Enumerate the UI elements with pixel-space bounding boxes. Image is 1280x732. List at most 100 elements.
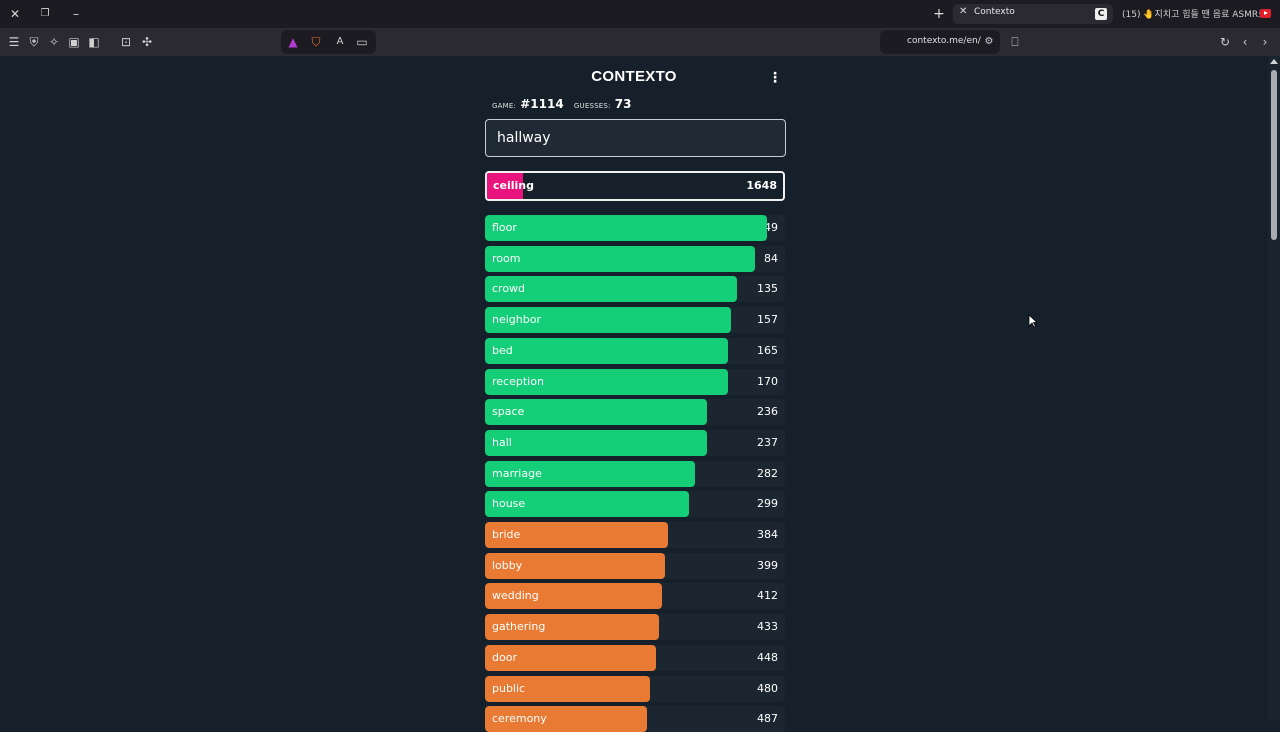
bookmark-icon[interactable]: ⎕ <box>1011 35 1019 49</box>
more-menu-icon[interactable]: ⋮ <box>768 70 782 86</box>
guess-word: gathering <box>492 620 546 634</box>
tabs-icon[interactable]: ▣ <box>68 35 80 49</box>
guess-rank: 157 <box>757 313 778 327</box>
guess-word: bed <box>492 343 513 357</box>
guess-row: 433 gathering <box>485 614 785 641</box>
new-tab-button[interactable]: + <box>933 6 945 22</box>
guess-word: neighbor <box>492 313 541 327</box>
close-tab-icon[interactable]: ✕ <box>959 6 968 17</box>
guess-row: 480 public <box>485 675 785 702</box>
guess-fill-bar <box>485 429 707 456</box>
guess-fill-bar <box>485 215 767 241</box>
guess-row: 448 door <box>485 644 785 671</box>
cast-icon[interactable]: ▭ <box>356 35 368 49</box>
tab-youtube[interactable]: (15) 🤚지치고 힘들 땐 음료 ASMR로 <box>1122 10 1267 20</box>
guess-fill-bar <box>485 675 650 702</box>
guess-rank: 299 <box>757 497 778 511</box>
guess-row: 237 hall <box>485 429 785 456</box>
guess-word: floor <box>492 221 517 234</box>
guess-row: 157 neighbor <box>485 307 785 334</box>
guess-fill-bar <box>485 583 662 610</box>
site-settings-icon[interactable]: ⚙ <box>984 36 994 47</box>
guess-fill-bar <box>485 491 689 518</box>
guess-word: hall <box>492 435 512 449</box>
sidebar-icon[interactable]: ◧ <box>88 35 100 49</box>
scroll-up-icon[interactable] <box>1270 59 1278 64</box>
guess-fill-bar <box>485 614 659 641</box>
current-guess-word: ceiling <box>493 179 534 192</box>
address-bar[interactable] <box>880 30 1000 54</box>
game-title: CONTEXTO <box>591 68 677 85</box>
guess-word: wedding <box>492 589 539 603</box>
guess-rank: 135 <box>757 282 778 296</box>
pin-icon[interactable]: ✧ <box>48 35 60 49</box>
guesses-label: GUESSES: <box>573 102 611 110</box>
guess-row: 135 crowd <box>485 276 785 303</box>
translate-icon[interactable]: A <box>336 36 344 47</box>
guess-row: 165 bed <box>485 337 785 364</box>
guess-rank: 433 <box>757 620 778 634</box>
screenshot-icon[interactable]: ⊡ <box>120 35 132 49</box>
game-info: GAME: #1114 GUESSES: 73 <box>492 97 637 111</box>
back-icon[interactable]: ‹ <box>1242 35 1248 49</box>
reload-icon[interactable]: ↻ <box>1219 35 1231 49</box>
scrollbar[interactable] <box>1268 56 1280 720</box>
guess-rank: 412 <box>757 589 778 603</box>
mouse-cursor-icon <box>1028 314 1038 328</box>
current-guess-fill <box>487 173 523 199</box>
guess-word: ceremony <box>492 712 547 726</box>
guess-row: 487 ceremony <box>485 706 785 732</box>
guess-rank: 84 <box>764 251 778 265</box>
guess-input[interactable] <box>486 120 785 156</box>
scroll-thumb[interactable] <box>1271 70 1277 240</box>
restore-window-icon[interactable]: ❐ <box>40 8 50 19</box>
contexto-favicon-icon: C <box>1095 8 1107 20</box>
guess-rank: 49 <box>764 221 778 234</box>
guess-word: room <box>492 251 521 265</box>
guess-rank: 237 <box>757 435 778 449</box>
guess-word: bride <box>492 528 521 541</box>
shield-icon[interactable]: ⛨ <box>29 35 39 49</box>
guess-input-box[interactable] <box>485 119 786 157</box>
guess-fill-bar <box>485 460 695 487</box>
guess-rank: 165 <box>757 343 778 357</box>
guess-rank: 448 <box>757 650 778 664</box>
brave-rewards-icon[interactable]: ▲ <box>288 35 298 49</box>
guess-fill-bar <box>485 552 665 579</box>
guess-rank: 487 <box>757 712 778 726</box>
guess-rank: 399 <box>757 558 778 572</box>
minimize-window-icon[interactable]: – <box>73 7 79 21</box>
url-text[interactable]: contexto.me/en/ <box>907 36 981 46</box>
guess-fill-bar <box>485 307 731 334</box>
current-guess-rank: 1648 <box>746 179 777 192</box>
brave-shields-icon[interactable]: ⛉ <box>311 35 321 49</box>
tab-contexto[interactable]: ✕ Contexto C <box>953 4 1113 24</box>
close-window-icon[interactable]: ✕ <box>9 7 21 21</box>
guess-fill-bar <box>485 276 737 303</box>
guess-fill-bar <box>485 337 728 364</box>
tab-title: Contexto <box>974 7 1015 17</box>
browser-titlebar: ✕ ❐ – + ✕ Contexto C (15) 🤚지치고 힘들 땐 음료 A… <box>0 0 1280 28</box>
guess-word: lobby <box>492 558 523 572</box>
guess-row: 49 floor <box>485 215 785 241</box>
extensions-icon[interactable]: ✣ <box>141 35 153 49</box>
game-number: #1114 <box>520 97 564 111</box>
guess-word: space <box>492 405 525 419</box>
guess-fill-bar <box>485 522 668 548</box>
guess-row: 384 bride <box>485 522 785 548</box>
guess-word: marriage <box>492 466 542 480</box>
youtube-icon <box>1260 9 1271 18</box>
guess-rank: 384 <box>757 528 778 541</box>
guesses-count: 73 <box>614 97 632 111</box>
menu-icon[interactable]: ☰ <box>8 35 20 49</box>
current-guess-row: ceiling 1648 <box>485 171 785 201</box>
guess-word: public <box>492 681 526 695</box>
guess-row: 236 space <box>485 399 785 426</box>
guess-row: 412 wedding <box>485 583 785 610</box>
forward-icon[interactable]: › <box>1262 35 1268 49</box>
guess-word: door <box>492 650 517 664</box>
guess-rank: 480 <box>757 681 778 695</box>
guess-row: 399 lobby <box>485 552 785 579</box>
game-label: GAME: <box>492 102 517 110</box>
guess-word: reception <box>492 374 544 388</box>
